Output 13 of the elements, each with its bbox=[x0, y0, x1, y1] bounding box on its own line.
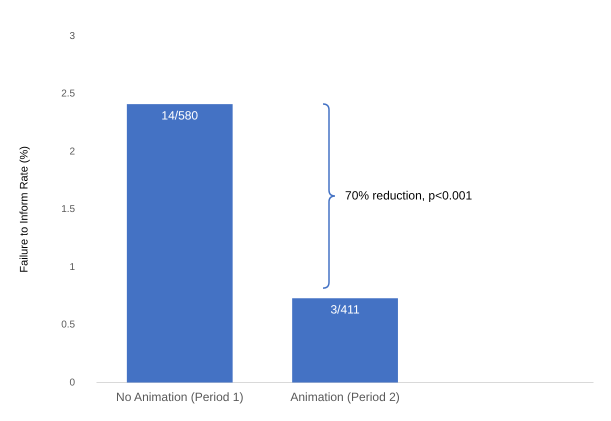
x-tick-label: No Animation (Period 1) bbox=[116, 390, 244, 404]
y-tick-label: 2.5 bbox=[61, 88, 76, 100]
annotation: 70% reduction, p<0.001 bbox=[345, 188, 472, 203]
y-tick-label: 1 bbox=[70, 262, 76, 273]
y-tick-label: 3 bbox=[70, 30, 76, 42]
y-tick-label: 0.5 bbox=[61, 320, 76, 331]
data-label: 14/580 bbox=[161, 108, 198, 122]
y-tick-label: 2 bbox=[70, 146, 76, 158]
y-axis-title: Failure to Inform Rate (%) bbox=[18, 146, 31, 273]
y-tick-label: 1.5 bbox=[61, 204, 76, 216]
y-tick-label: 0 bbox=[70, 377, 76, 388]
data-label: 3/411 bbox=[330, 302, 360, 317]
x-tick-label: Animation (Period 2) bbox=[290, 390, 400, 404]
